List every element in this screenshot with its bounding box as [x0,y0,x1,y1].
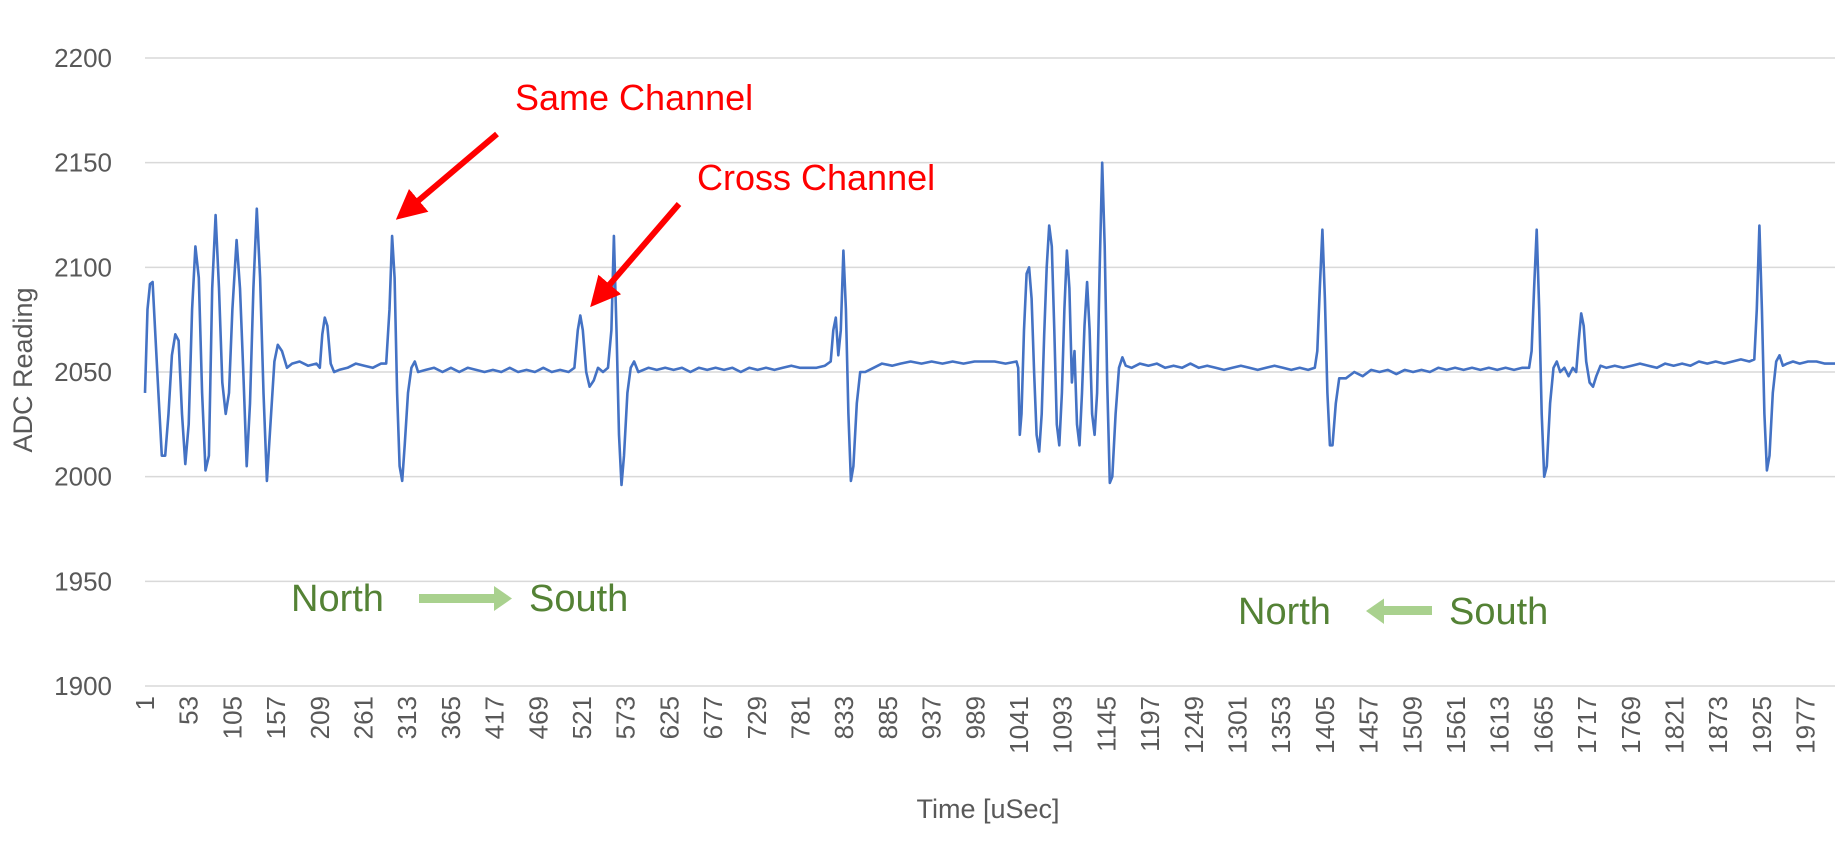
x-tick-1093: 1093 [1048,696,1078,754]
y-tick-2100: 2100 [54,252,112,282]
x-tick-261: 261 [348,696,378,739]
x-tick-1665: 1665 [1528,696,1558,754]
right-north-label: North [1238,591,1331,633]
y-axis-title: ADC Reading [8,287,38,452]
y-tick-labels: 1900 1950 2000 2050 2100 2150 2200 [54,43,112,701]
y-tick-2150: 2150 [54,148,112,178]
right-south-label: South [1449,591,1548,633]
cross-channel-annotation: Cross Channel [590,157,935,308]
same-channel-arrow-icon [395,131,499,220]
y-tick-2000: 2000 [54,462,112,492]
x-tick-729: 729 [742,696,772,739]
x-tick-1977: 1977 [1791,696,1821,754]
x-tick-1457: 1457 [1354,696,1384,754]
x-tick-469: 469 [523,696,553,739]
x-tick-1405: 1405 [1310,696,1340,754]
left-north-label: North [291,578,384,620]
x-tick-1509: 1509 [1397,696,1427,754]
x-tick-1769: 1769 [1616,696,1646,754]
x-tick-1353: 1353 [1266,696,1296,754]
same-channel-label: Same Channel [515,77,753,118]
x-tick-157: 157 [261,696,291,739]
x-tick-521: 521 [567,696,597,739]
same-channel-annotation: Same Channel [395,77,753,220]
cross-channel-arrow-icon [590,202,682,308]
right-direction-annotation: North South [1238,591,1548,633]
x-tick-105: 105 [217,696,247,739]
x-tick-1821: 1821 [1659,696,1689,754]
x-tick-1717: 1717 [1572,696,1602,754]
right-arrow-icon [419,586,512,611]
y-tick-2050: 2050 [54,357,112,387]
x-tick-989: 989 [960,696,990,739]
x-tick-53: 53 [174,696,204,725]
x-tick-781: 781 [785,696,815,739]
x-tick-labels: 1 53 105 157 209 261 313 365 417 469 521 573 625 677 7… [130,696,1821,754]
left-south-label: South [529,578,628,620]
x-tick-677: 677 [698,696,728,739]
x-tick-1873: 1873 [1703,696,1733,754]
x-tick-625: 625 [654,696,684,739]
y-tick-1900: 1900 [54,671,112,701]
left-arrow-icon [1366,598,1432,624]
x-tick-1249: 1249 [1179,696,1209,754]
gridlines [145,57,1835,687]
y-tick-2200: 2200 [54,43,112,73]
x-tick-885: 885 [873,696,903,739]
y-tick-1950: 1950 [54,566,112,596]
x-tick-1: 1 [130,696,160,710]
x-tick-833: 833 [829,696,859,739]
x-tick-1301: 1301 [1222,696,1252,754]
x-tick-1925: 1925 [1747,696,1777,754]
series-group [143,161,1835,487]
x-tick-1561: 1561 [1441,696,1471,754]
x-tick-1041: 1041 [1004,696,1034,754]
series-line-0 [143,161,1835,487]
x-tick-209: 209 [305,696,335,739]
cross-channel-label: Cross Channel [697,157,935,198]
x-tick-1613: 1613 [1485,696,1515,754]
x-tick-573: 573 [611,696,641,739]
x-tick-365: 365 [436,696,466,739]
x-tick-313: 313 [392,696,422,739]
x-tick-1145: 1145 [1091,696,1121,752]
x-axis-title: Time [uSec] [916,794,1059,824]
x-tick-1197: 1197 [1135,696,1165,752]
left-direction-annotation: North South [291,578,628,620]
x-tick-937: 937 [917,696,947,739]
x-tick-417: 417 [480,696,510,739]
